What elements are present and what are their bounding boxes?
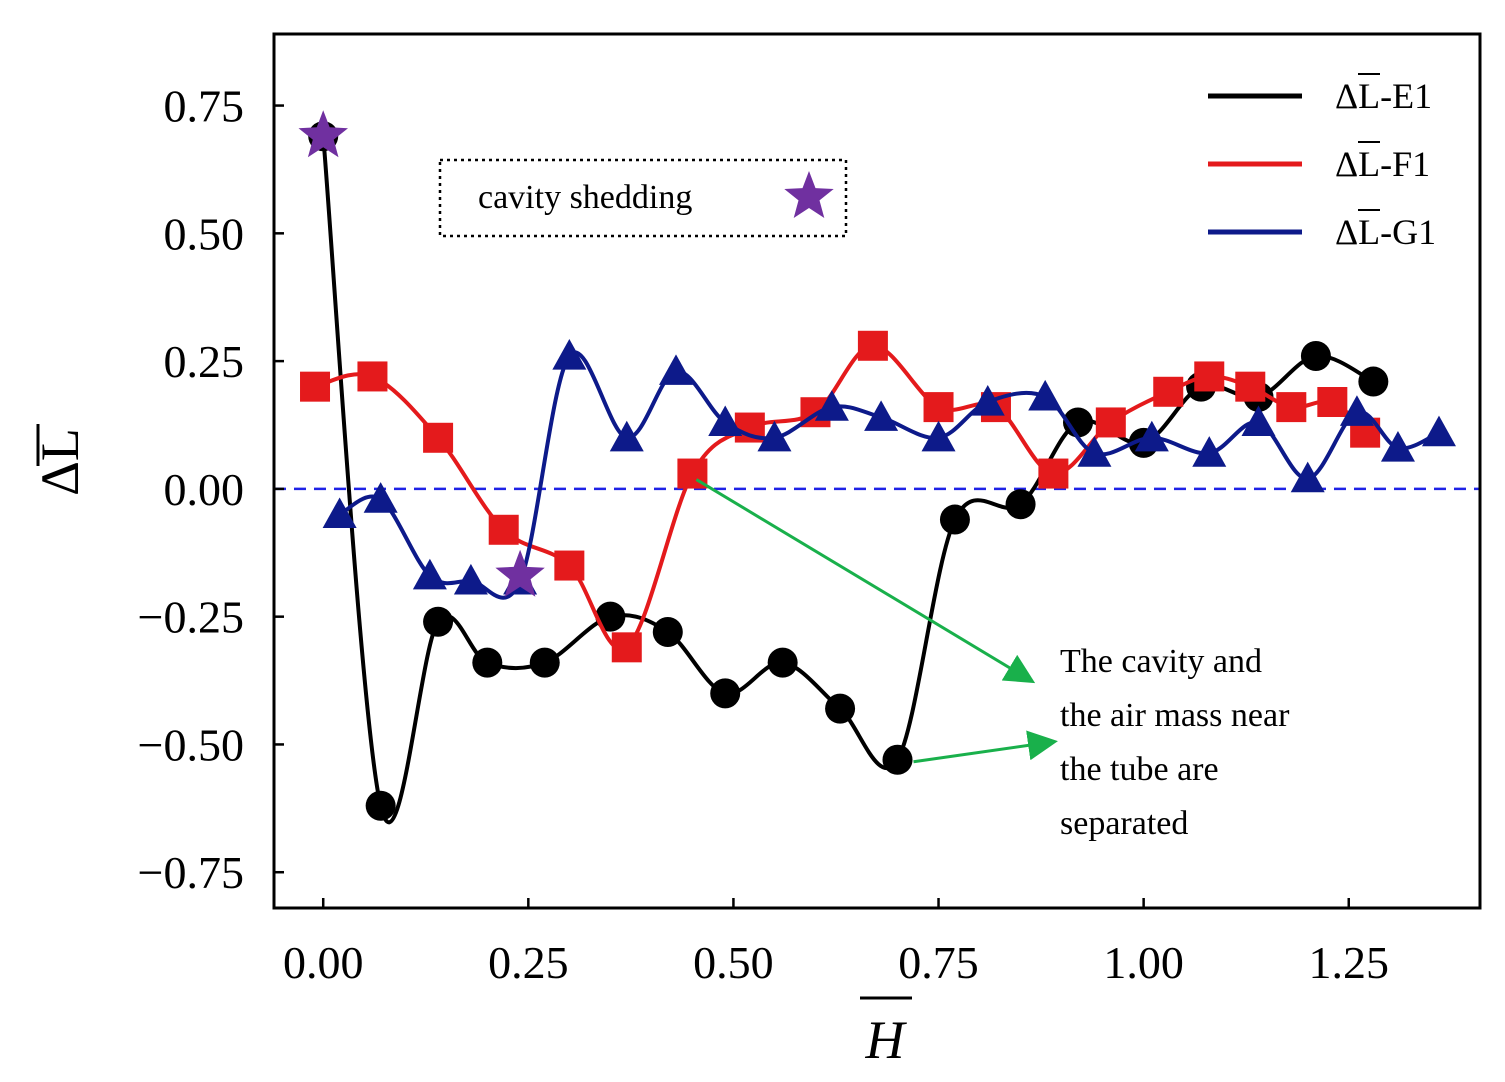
legend-label: ΔL-F1	[1335, 144, 1430, 184]
separation-note-line-2: the air mass near	[1060, 697, 1290, 734]
x-tick-label: 0.75	[898, 937, 979, 988]
data-point	[363, 482, 398, 513]
y-axis-label: ΔL	[30, 424, 90, 496]
data-point	[923, 392, 954, 423]
data-point	[1241, 405, 1276, 437]
data-point	[423, 606, 454, 637]
separation-note: The cavity and the air mass near the tub…	[1060, 643, 1290, 842]
data-point	[1153, 376, 1184, 407]
y-axis-label-text: ΔL	[30, 428, 90, 496]
y-tick-label: 0.75	[164, 81, 245, 132]
data-point	[1421, 415, 1456, 447]
legend-label: ΔL-G1	[1335, 212, 1436, 252]
data-point	[857, 330, 888, 361]
data-point	[708, 405, 743, 437]
y-tick-label: 0.50	[164, 208, 245, 259]
data-point	[710, 678, 741, 709]
data-point	[1134, 420, 1169, 452]
x-tick-label: 0.50	[693, 937, 774, 988]
y-tick-label: 0.25	[164, 336, 245, 387]
plot-frame	[272, 32, 1482, 910]
data-point	[453, 563, 488, 595]
data-point	[357, 361, 388, 392]
data-point	[300, 371, 331, 402]
legend-label: ΔL-E1	[1335, 76, 1432, 116]
y-tick-label: 0.00	[164, 464, 245, 515]
cavity-shedding-star	[495, 549, 545, 597]
data-point	[488, 514, 519, 545]
cavity-shedding-key: cavity shedding	[438, 158, 848, 238]
data-point	[1095, 407, 1126, 438]
data-point	[767, 647, 798, 678]
annotation-arrow	[695, 478, 1036, 684]
data-point	[552, 339, 587, 370]
x-axis-ticks: 0.00 0.25 0.50 0.75 1.00 1.25	[283, 898, 1389, 988]
data-point	[1192, 436, 1227, 467]
data-point	[882, 744, 913, 775]
y-tick-label: −0.75	[138, 847, 244, 898]
legend-entry: ΔL-F1	[1208, 141, 1430, 184]
data-point	[1290, 461, 1325, 493]
separation-note-line-4: separated	[1060, 805, 1188, 842]
legend-entry: ΔL-E1	[1208, 73, 1432, 116]
data-point	[1358, 366, 1389, 397]
data-point	[1077, 436, 1112, 467]
data-point	[939, 504, 970, 535]
data-point	[529, 647, 560, 678]
data-point	[1380, 431, 1415, 462]
cavity-shedding-key-text: cavity shedding	[478, 179, 692, 216]
data-point	[1005, 489, 1036, 520]
annotation-arrows	[695, 478, 1058, 764]
data-point	[814, 390, 849, 421]
data-point	[921, 420, 956, 452]
cavity-shedding-star	[298, 110, 348, 158]
y-axis-ticks: 0.75 0.50 0.25 0.00 −0.25 −0.50 −0.75	[138, 81, 284, 898]
data-point	[1276, 392, 1307, 423]
data-point	[1235, 371, 1266, 402]
series-line	[321, 136, 1375, 825]
cavity-shedding-key-star	[784, 171, 834, 218]
legend: ΔL-E1 ΔL-F1 ΔL-G1	[1208, 73, 1436, 252]
data-point	[365, 790, 396, 821]
data-point	[1317, 387, 1348, 417]
data-point	[609, 420, 644, 452]
data-point	[757, 420, 792, 452]
data-point	[554, 550, 585, 581]
y-tick-label: −0.50	[138, 719, 244, 770]
data-point	[611, 632, 642, 663]
cavity-shedding-star	[784, 171, 834, 218]
data-point	[1339, 395, 1374, 426]
x-tick-label: 1.25	[1308, 937, 1389, 988]
data-point	[322, 497, 357, 529]
series-square	[300, 330, 1381, 663]
x-tick-label: 1.00	[1103, 937, 1184, 988]
data-point	[970, 385, 1005, 416]
data-point	[659, 354, 693, 385]
legend-entry: ΔL-G1	[1208, 209, 1436, 252]
x-axis-label: H	[860, 996, 912, 1070]
y-tick-label: −0.25	[138, 592, 244, 643]
annotation-arrow	[913, 730, 1058, 764]
separation-note-line-3: the tube are	[1060, 751, 1219, 788]
data-point	[825, 693, 856, 724]
data-point	[423, 422, 454, 453]
x-tick-label: 0.00	[283, 937, 364, 988]
separation-note-line-1: The cavity and	[1060, 643, 1262, 680]
cavity-shedding-markers	[298, 110, 545, 597]
data-point	[595, 601, 626, 632]
data-point	[652, 617, 683, 647]
x-axis-label-text: H	[865, 1010, 908, 1070]
data-point	[472, 647, 503, 678]
data-point	[1300, 341, 1331, 371]
data-point	[1194, 361, 1225, 392]
data-point	[864, 400, 899, 431]
data-point	[1038, 458, 1069, 489]
data-point	[412, 558, 447, 590]
series-circle	[308, 121, 1389, 825]
data-point	[1028, 379, 1063, 411]
x-tick-label: 0.25	[488, 937, 569, 988]
cavity-shedding-key-box	[438, 158, 848, 238]
